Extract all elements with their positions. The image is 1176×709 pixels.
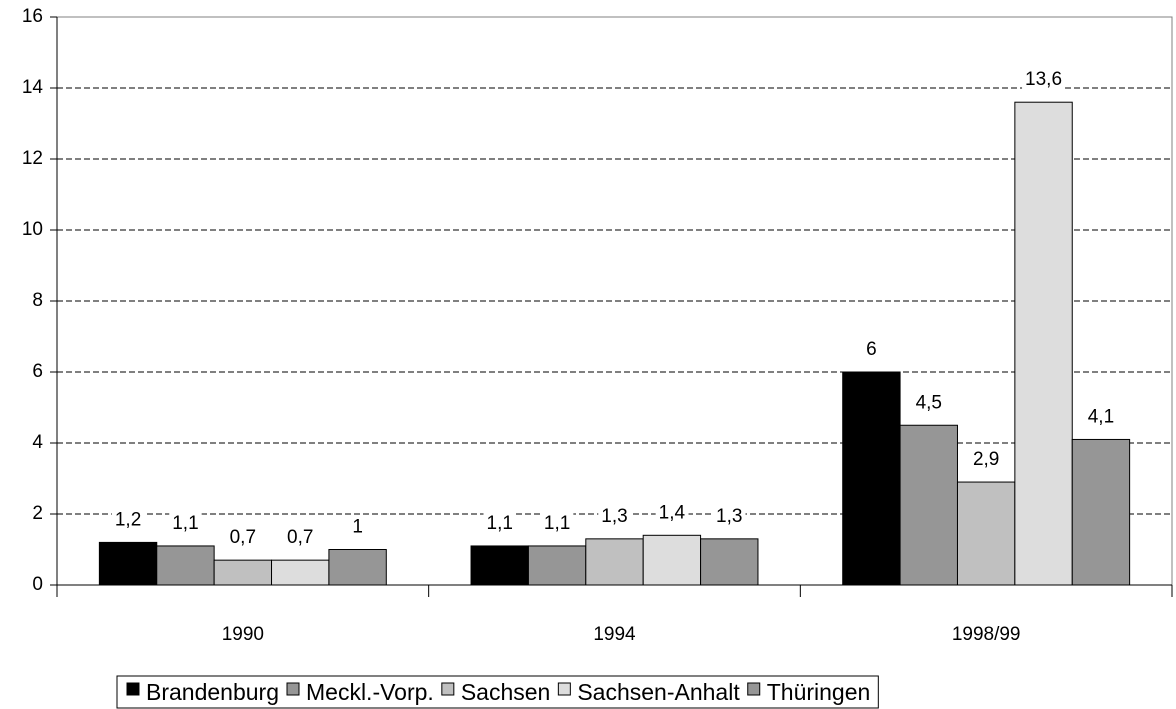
legend-swatch bbox=[286, 682, 300, 696]
data-label: 0,7 bbox=[287, 527, 313, 548]
data-label: 13,6 bbox=[1025, 69, 1062, 90]
y-tick-label: 12 bbox=[22, 148, 43, 169]
bar bbox=[956, 481, 1016, 586]
bar bbox=[156, 545, 215, 586]
legend-label: Thüringen bbox=[767, 679, 871, 705]
label-bg bbox=[111, 509, 145, 531]
data-label: 1 bbox=[352, 517, 363, 538]
bar bbox=[842, 371, 901, 586]
label-bg bbox=[226, 527, 260, 549]
label-bg bbox=[169, 512, 202, 534]
data-label: 1,2 bbox=[115, 509, 141, 530]
bar bbox=[700, 538, 759, 586]
label-bg bbox=[483, 512, 516, 534]
label-bg bbox=[540, 512, 574, 534]
data-label: 1,1 bbox=[487, 513, 513, 534]
legend-swatch bbox=[557, 682, 571, 696]
bar bbox=[585, 538, 644, 586]
x-tick-label: 1990 bbox=[222, 624, 264, 645]
y-tick-label: 14 bbox=[22, 77, 44, 98]
data-label: 4,1 bbox=[1088, 406, 1114, 427]
data-label: 1,1 bbox=[544, 513, 570, 534]
legend-swatch bbox=[126, 682, 140, 696]
x-tick-label: 1998/99 bbox=[952, 624, 1021, 645]
data-label: 0,7 bbox=[230, 527, 256, 548]
bar bbox=[642, 534, 702, 586]
legend-label: Brandenburg bbox=[146, 679, 279, 705]
bar bbox=[1014, 101, 1073, 586]
label-bg bbox=[598, 505, 631, 527]
y-tick-label: 6 bbox=[32, 361, 43, 382]
y-tick-label: 2 bbox=[32, 503, 43, 524]
bar bbox=[470, 545, 529, 586]
data-label: 1,1 bbox=[172, 513, 198, 534]
legend-swatch bbox=[441, 682, 455, 696]
bar bbox=[1071, 438, 1131, 586]
legend-label: Sachsen bbox=[461, 679, 551, 705]
data-label: 2,9 bbox=[973, 449, 999, 470]
bar bbox=[527, 545, 587, 586]
label-bg bbox=[284, 527, 317, 549]
bar bbox=[98, 541, 158, 586]
y-tick-label: 10 bbox=[22, 219, 43, 240]
label-bg bbox=[912, 392, 945, 414]
y-tick-label: 4 bbox=[32, 432, 43, 453]
data-label: 1,3 bbox=[601, 506, 627, 527]
label-bg bbox=[713, 505, 746, 527]
bar bbox=[213, 559, 273, 586]
bar bbox=[271, 559, 330, 586]
data-label: 1,4 bbox=[659, 502, 686, 523]
legend-label: Meckl.-Vorp. bbox=[306, 679, 434, 705]
legend-swatch bbox=[747, 682, 761, 696]
label-bg bbox=[863, 339, 880, 361]
bar bbox=[899, 424, 958, 586]
y-tick-label: 16 bbox=[22, 6, 43, 27]
bar bbox=[328, 549, 387, 586]
label-bg bbox=[1022, 69, 1066, 91]
y-tick-label: 0 bbox=[32, 574, 43, 595]
data-label: 4,5 bbox=[916, 392, 942, 413]
y-tick-label: 8 bbox=[32, 290, 43, 311]
legend-label: Sachsen-Anhalt bbox=[577, 679, 740, 705]
data-label: 6 bbox=[866, 339, 877, 360]
label-bg bbox=[1084, 406, 1118, 428]
label-bg bbox=[349, 516, 366, 538]
x-tick-label: 1994 bbox=[593, 624, 636, 645]
label-bg bbox=[655, 502, 689, 524]
label-bg bbox=[969, 449, 1003, 471]
data-label: 1,3 bbox=[716, 506, 742, 527]
